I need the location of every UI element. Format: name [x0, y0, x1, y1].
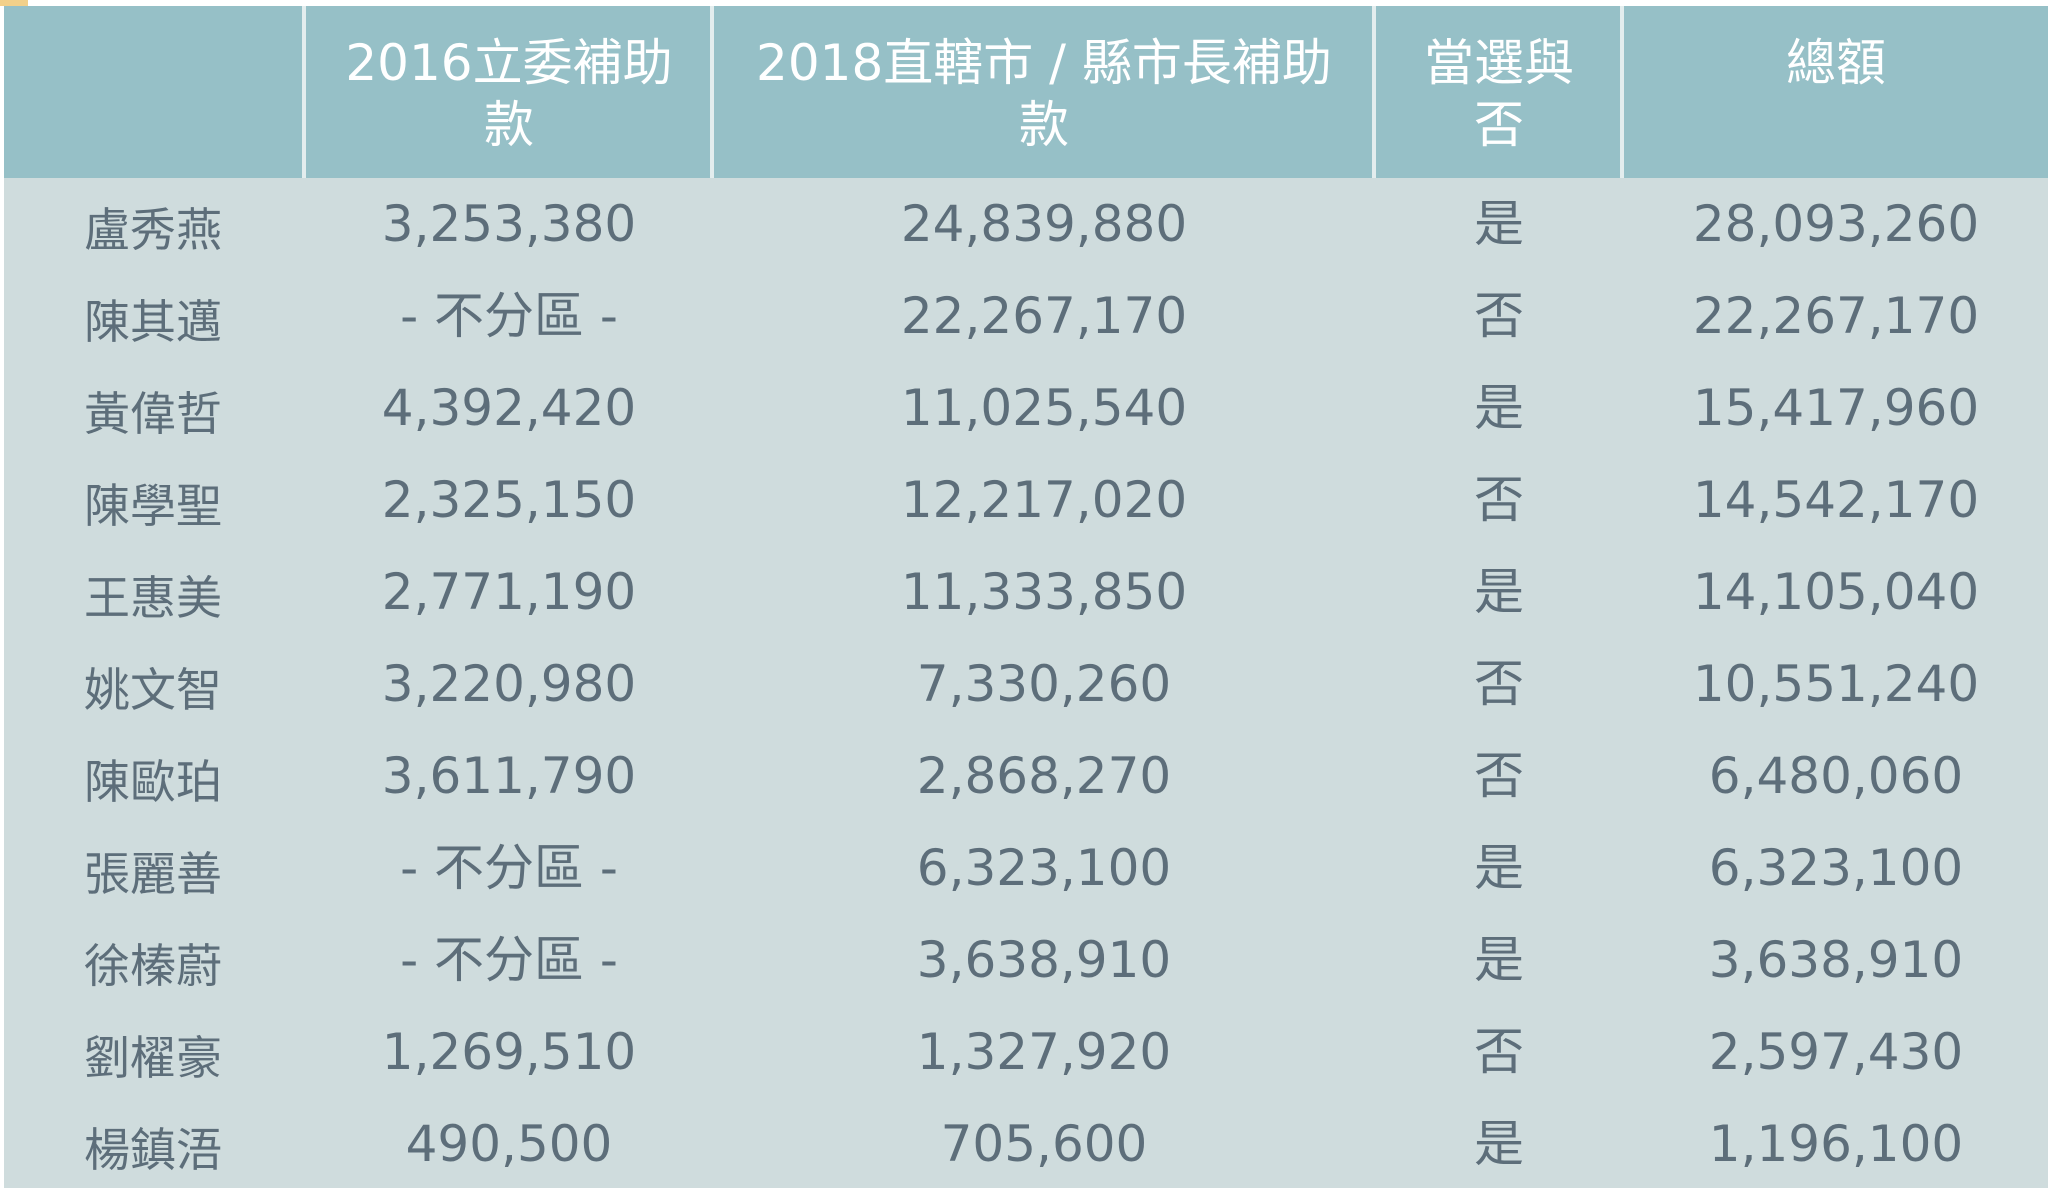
cell-2016-subsidy: - 不分區 - — [400, 931, 618, 989]
cell-total: 14,105,040 — [1692, 563, 1980, 621]
table-row: 楊鎮浯 490,500 705,600 是 1,196,100 — [4, 1098, 2048, 1190]
cell-elected: 否 — [1474, 471, 1524, 529]
header-2018-line-2: 款 — [1019, 96, 1069, 154]
header-total: 總額 — [1624, 6, 2048, 178]
cell-name: 盧秀燕 — [84, 203, 222, 257]
cell-2016-subsidy: 1,269,510 — [381, 1023, 637, 1081]
table-row: 徐榛蔚 - 不分區 - 3,638,910 是 3,638,910 — [4, 914, 2048, 1006]
cell-name: 陳其邁 — [84, 295, 222, 349]
table-row: 陳歐珀 3,611,790 2,868,270 否 6,480,060 — [4, 730, 2048, 822]
cell-total: 10,551,240 — [1692, 655, 1980, 713]
cell-total: 28,093,260 — [1692, 195, 1980, 253]
cell-name: 張麗善 — [84, 847, 222, 901]
header-2016-subsidy: 2016立委補助 款 — [306, 6, 712, 178]
cell-total: 6,480,060 — [1708, 747, 1964, 805]
cell-elected: 否 — [1474, 287, 1524, 345]
cell-2016-subsidy: 3,253,380 — [381, 195, 637, 253]
cell-elected: 是 — [1474, 931, 1524, 989]
header-elected-line-2: 否 — [1474, 96, 1524, 154]
cell-name: 楊鎮浯 — [84, 1123, 222, 1177]
header-2016-line-2: 款 — [484, 96, 534, 154]
cell-2016-subsidy: - 不分區 - — [400, 287, 618, 345]
cell-2018-subsidy: 24,839,880 — [900, 195, 1188, 253]
corner-accent — [0, 0, 28, 6]
cell-2018-subsidy: 705,600 — [940, 1115, 1148, 1173]
header-divider — [710, 6, 714, 178]
cell-2018-subsidy: 2,868,270 — [916, 747, 1172, 805]
cell-total: 14,542,170 — [1692, 471, 1980, 529]
header-divider — [1372, 6, 1376, 178]
cell-2016-subsidy: 2,325,150 — [381, 471, 637, 529]
cell-2016-subsidy: 2,771,190 — [381, 563, 637, 621]
table-header: 2016立委補助 款 2018直轄市 / 縣市長補助 款 當選與 否 總額 — [4, 6, 2048, 178]
header-divider — [302, 6, 306, 178]
cell-elected: 否 — [1474, 655, 1524, 713]
cell-2016-subsidy: 490,500 — [405, 1115, 613, 1173]
table-row: 陳其邁 - 不分區 - 22,267,170 否 22,267,170 — [4, 270, 2048, 362]
header-2018-line-1: 2018直轄市 / 縣市長補助 — [756, 34, 1332, 92]
header-elected: 當選與 否 — [1376, 6, 1622, 178]
cell-2018-subsidy: 7,330,260 — [916, 655, 1172, 713]
cell-2018-subsidy: 3,638,910 — [916, 931, 1172, 989]
header-2018-subsidy: 2018直轄市 / 縣市長補助 款 — [714, 6, 1374, 178]
cell-name: 姚文智 — [84, 663, 222, 717]
cell-total: 2,597,430 — [1708, 1023, 1964, 1081]
cell-elected: 是 — [1474, 563, 1524, 621]
header-divider — [1620, 6, 1624, 178]
cell-total: 22,267,170 — [1692, 287, 1980, 345]
table-row: 陳學聖 2,325,150 12,217,020 否 14,542,170 — [4, 454, 2048, 546]
cell-2018-subsidy: 11,333,850 — [900, 563, 1188, 621]
cell-total: 6,323,100 — [1708, 839, 1964, 897]
cell-total: 3,638,910 — [1708, 931, 1964, 989]
cell-name: 王惠美 — [84, 571, 222, 625]
cell-2018-subsidy: 12,217,020 — [900, 471, 1188, 529]
cell-elected: 是 — [1474, 195, 1524, 253]
header-elected-line-1: 當選與 — [1424, 34, 1574, 92]
table-row: 盧秀燕 3,253,380 24,839,880 是 28,093,260 — [4, 178, 2048, 270]
cell-name: 陳學聖 — [84, 479, 222, 533]
header-name-col — [4, 6, 306, 178]
cell-total: 15,417,960 — [1692, 379, 1980, 437]
header-total-line-1: 總額 — [1786, 34, 1886, 92]
cell-elected: 否 — [1474, 1023, 1524, 1081]
cell-name: 徐榛蔚 — [84, 939, 222, 993]
table-row: 王惠美 2,771,190 11,333,850 是 14,105,040 — [4, 546, 2048, 638]
cell-2018-subsidy: 22,267,170 — [900, 287, 1188, 345]
cell-name: 黃偉哲 — [84, 387, 222, 441]
cell-elected: 是 — [1474, 379, 1524, 437]
cell-2018-subsidy: 1,327,920 — [916, 1023, 1172, 1081]
table-row: 劉櫂豪 1,269,510 1,327,920 否 2,597,430 — [4, 1006, 2048, 1098]
cell-2018-subsidy: 6,323,100 — [916, 839, 1172, 897]
cell-name: 陳歐珀 — [84, 755, 222, 809]
cell-2016-subsidy: - 不分區 - — [400, 839, 618, 897]
table-row: 張麗善 - 不分區 - 6,323,100 是 6,323,100 — [4, 822, 2048, 914]
table-row: 姚文智 3,220,980 7,330,260 否 10,551,240 — [4, 638, 2048, 730]
cell-elected: 否 — [1474, 747, 1524, 805]
cell-2016-subsidy: 4,392,420 — [381, 379, 637, 437]
cell-2016-subsidy: 3,220,980 — [381, 655, 637, 713]
table-row: 黃偉哲 4,392,420 11,025,540 是 15,417,960 — [4, 362, 2048, 454]
cell-elected: 是 — [1474, 839, 1524, 897]
cell-elected: 是 — [1474, 1115, 1524, 1173]
cell-name: 劉櫂豪 — [84, 1031, 222, 1085]
header-2016-line-1: 2016立委補助 — [345, 34, 673, 92]
cell-total: 1,196,100 — [1708, 1115, 1964, 1173]
cell-2018-subsidy: 11,025,540 — [900, 379, 1188, 437]
subsidy-table: 2016立委補助 款 2018直轄市 / 縣市長補助 款 當選與 否 總額 盧秀… — [4, 6, 2048, 1188]
cell-2016-subsidy: 3,611,790 — [381, 747, 637, 805]
